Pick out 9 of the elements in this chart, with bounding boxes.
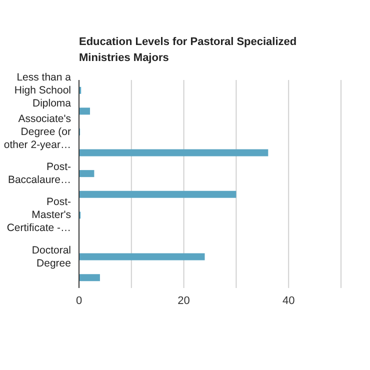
x-tick-label: 0 [76,294,82,307]
x-tick-label: 40 [282,294,295,307]
y-tick-label: Less than a High School Diploma [14,71,72,110]
y-tick-label: Post-Master's Certificate -… [6,196,72,234]
y-tick-label: Doctoral Degree [32,244,72,270]
chart-title: Education Levels for Pastoral Specialized Ministries Majors [79,35,298,66]
y-tick-label: Associate's Degree (or other 2-year… [4,113,72,151]
y-tick-label: Post-Baccalaure… [8,161,72,186]
x-tick-label: 20 [178,294,190,307]
